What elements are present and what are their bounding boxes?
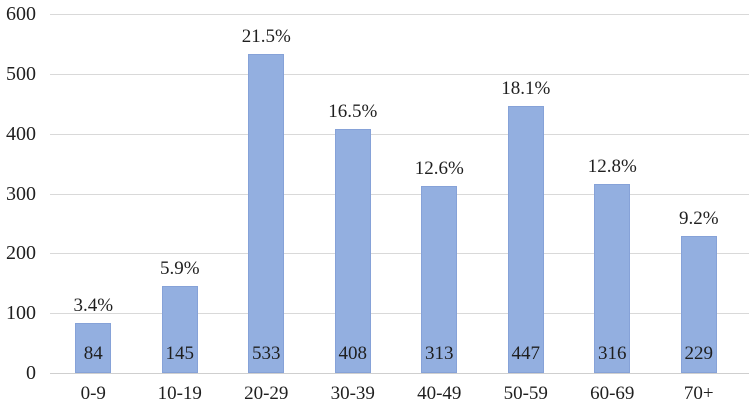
y-tick-label: 400: [6, 122, 36, 145]
x-category-label: 50-59: [503, 383, 548, 404]
gridline: [50, 313, 749, 315]
bar-percent-label: 9.2%: [678, 207, 719, 229]
y-tick-label: 500: [6, 62, 36, 85]
y-tick-label: 0: [26, 362, 36, 384]
gridline: [50, 73, 749, 75]
gridline: [50, 14, 749, 15]
bar-value-label: 447: [511, 343, 541, 364]
gridline: [50, 193, 749, 195]
y-tick-label: 200: [6, 242, 36, 265]
bar-value-label: 229: [684, 343, 714, 364]
x-category-label: 70+: [683, 383, 714, 404]
x-category-label: 10-19: [157, 383, 202, 404]
bar-percent-label: 21.5%: [241, 26, 291, 48]
x-category-label: 30-39: [330, 383, 375, 404]
bar-percent-label: 18.1%: [501, 77, 551, 99]
bar: [161, 286, 198, 373]
bar: [594, 183, 631, 373]
x-category-label: 0-9: [80, 383, 106, 404]
bar-value-label: 533: [252, 343, 281, 364]
x-category-label: 20-29: [244, 383, 289, 404]
x-axis-line: [50, 373, 749, 374]
bar: [75, 322, 112, 373]
bar-percent-label: 16.5%: [328, 100, 378, 122]
bar-value-label: 316: [598, 343, 627, 364]
y-tick-label: 300: [6, 182, 36, 205]
x-category-label: 60-69: [590, 383, 635, 404]
bar: [248, 54, 285, 373]
bar-value-label: 408: [338, 343, 368, 364]
bar-percent-label: 12.6%: [414, 157, 464, 179]
y-tick-label: 100: [6, 302, 36, 325]
bar: [507, 105, 544, 373]
bar-percent-label: 12.8%: [587, 155, 637, 177]
gridline: [50, 253, 749, 255]
gridline: [50, 133, 749, 135]
bar-value-label: 84: [83, 343, 103, 364]
bar-percent-label: 3.4%: [73, 294, 114, 316]
bar-percent-label: 5.9%: [159, 258, 200, 280]
x-category-label: 40-49: [417, 383, 462, 404]
bar: [680, 235, 717, 373]
bar: [334, 128, 371, 373]
bar: [421, 185, 458, 373]
y-tick-label: 600: [6, 3, 36, 25]
bar-value-label: 145: [165, 343, 195, 364]
bar-value-label: 313: [425, 343, 454, 364]
